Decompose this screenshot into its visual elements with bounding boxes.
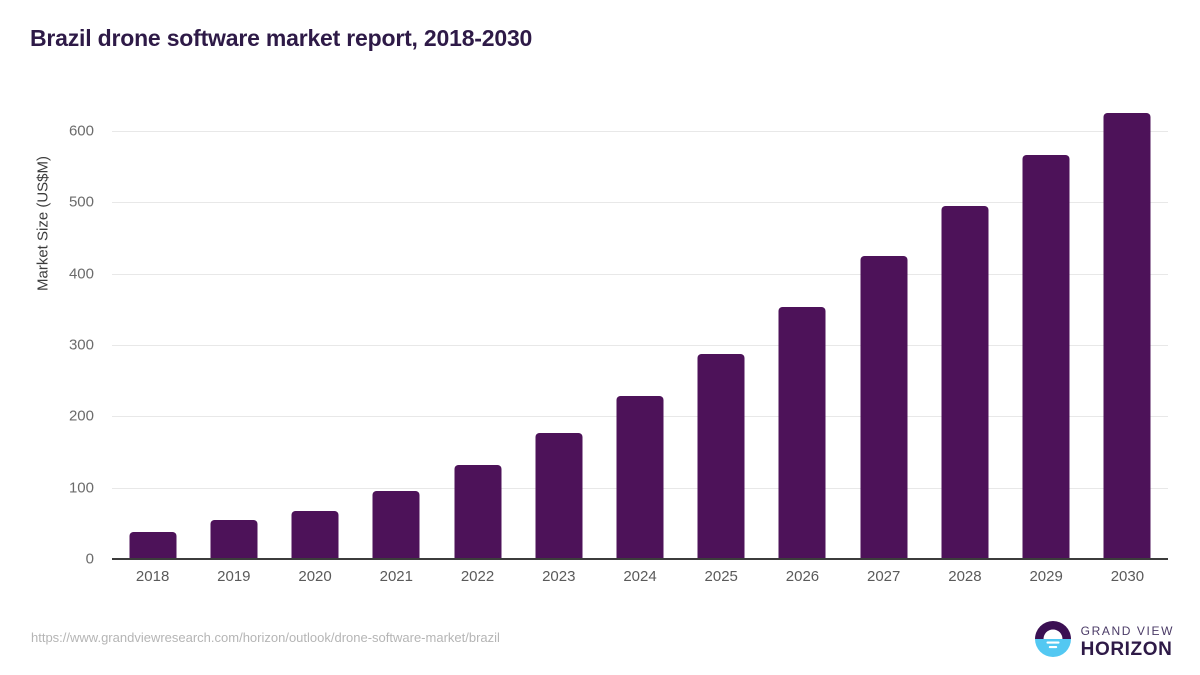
bar-2029[interactable] [1022,155,1070,559]
bar-slot [762,131,843,559]
x-tick-label-2022: 2022 [460,568,495,585]
horizon-sun-icon [1034,620,1072,663]
bar-slot [1087,113,1168,559]
x-axis-tick-labels: 2018 2019 2020 2021 2022 2023 2024 2025 2026 2027… [112,568,1168,596]
gridline [112,345,1168,346]
bar-2027[interactable] [860,255,908,559]
x-tick-label-2020: 2020 [298,568,332,585]
bar-slot [356,131,437,559]
plot-area [112,113,1168,559]
bar-slot [112,131,193,559]
bar-2026[interactable] [778,307,826,559]
gridline [112,273,1168,275]
brand-line-grand-view: GRAND VIEW [1080,623,1174,638]
x-tick-label-2023: 2023 [542,568,576,585]
x-tick-label-2024: 2024 [623,568,657,585]
bar-2023[interactable] [535,432,583,559]
y-axis-title: Market Size (US$M) [34,155,52,292]
source-url[interactable]: https://www.grandviewresearch.com/horizo… [31,630,500,645]
bar-slot [437,131,518,559]
x-tick-label-2030: 2030 [1110,568,1145,585]
bar-slot [274,131,355,559]
x-tick-label-2027: 2027 [867,568,901,585]
bar-slot [599,131,680,559]
bar-slot [518,131,599,559]
y-axis-tick-labels: 0 100 200 300 400 500 600 [22,123,94,568]
bar-slot [681,131,762,559]
bar-2018[interactable] [129,531,177,559]
brand-logo: GRAND VIEW HORIZON [1034,620,1174,663]
page-title: Brazil drone software market report, 201… [30,25,533,51]
bar-slot [843,131,924,559]
bar-slot [924,131,1005,559]
x-tick-label-2026: 2026 [785,568,820,585]
x-tick-label-2025: 2025 [704,568,738,585]
x-tick-label-2028: 2028 [948,568,982,585]
x-tick-label-2018: 2018 [135,568,170,585]
bar-2019[interactable] [210,519,258,559]
y-tick-label: 300 [68,336,94,354]
bar-2022[interactable] [454,464,502,559]
gridline [112,202,1168,204]
bar-2025[interactable] [697,353,745,559]
y-tick-label: 600 [68,122,94,140]
y-tick-label: 200 [68,407,94,425]
y-tick-label: 400 [68,265,94,283]
brand-wordmark: GRAND VIEW HORIZON [1081,625,1174,659]
x-tick-label-2029: 2029 [1029,568,1063,585]
gridline [112,131,1168,132]
x-tick-label-2021: 2021 [379,568,413,585]
bar-slot [193,131,274,559]
y-tick-label: 0 [85,550,94,568]
x-tick-label-2019: 2019 [217,568,251,585]
bar-2030[interactable] [1103,113,1151,559]
y-tick-label: 500 [68,193,94,211]
bar-2020[interactable] [291,510,339,559]
x-axis-line [112,558,1168,560]
bar-2021[interactable] [372,491,420,559]
y-tick-label: 100 [68,479,94,497]
brand-line-horizon: HORIZON [1080,638,1173,660]
bar-2028[interactable] [941,205,989,559]
bar-slot [1006,131,1087,559]
bar-2024[interactable] [616,395,664,559]
